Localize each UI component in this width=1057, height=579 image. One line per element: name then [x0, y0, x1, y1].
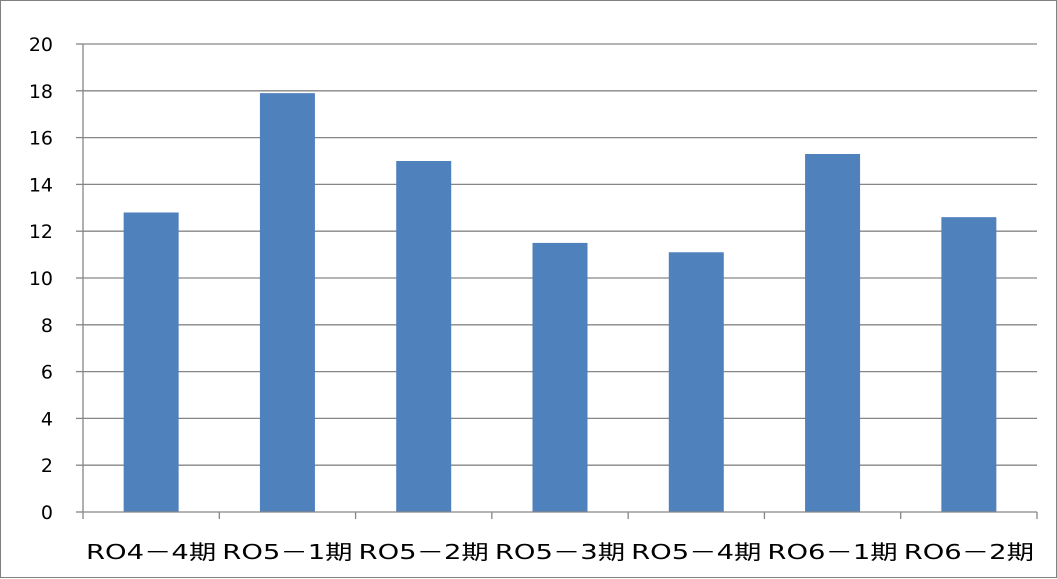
- y-tick-labels: 0 2 4 6 8 10 12 14 16 18 20: [29, 34, 53, 524]
- bar: [123, 212, 179, 513]
- y-tick-label: 4: [41, 408, 53, 430]
- bar: [805, 153, 861, 513]
- y-tick-label: 10: [29, 268, 53, 290]
- x-category-label: RO6－2期: [904, 540, 1034, 564]
- x-category-label: RO4－4期: [86, 540, 216, 564]
- x-category-label: RO5－3期: [495, 540, 625, 564]
- bar: [668, 252, 724, 512]
- bar: [532, 242, 588, 512]
- x-category-labels: RO4－4期 RO5－1期 RO5－2期 RO5－3期 RO5－4期 RO6－1期 RO6－…: [86, 540, 1034, 564]
- y-tick-label: 18: [29, 81, 53, 103]
- y-tick-label: 2: [41, 455, 53, 477]
- bar: [396, 161, 452, 512]
- x-category-label: RO6－1期: [767, 540, 897, 564]
- axes: [76, 43, 1038, 519]
- x-category-label: RO5－2期: [359, 540, 489, 564]
- y-tick-label: 12: [29, 221, 53, 243]
- y-tick-label: 8: [41, 315, 53, 337]
- y-tick-label: 20: [29, 34, 53, 56]
- x-category-label: RO5－1期: [222, 540, 352, 564]
- y-tick-label: 16: [29, 128, 53, 150]
- y-tick-label: 14: [29, 174, 53, 196]
- bar: [941, 217, 997, 512]
- bars: [123, 93, 997, 513]
- bar: [259, 93, 315, 512]
- x-category-label: RO5－4期: [631, 540, 761, 564]
- y-tick-label: 6: [41, 362, 53, 384]
- y-tick-label: 0: [41, 502, 53, 524]
